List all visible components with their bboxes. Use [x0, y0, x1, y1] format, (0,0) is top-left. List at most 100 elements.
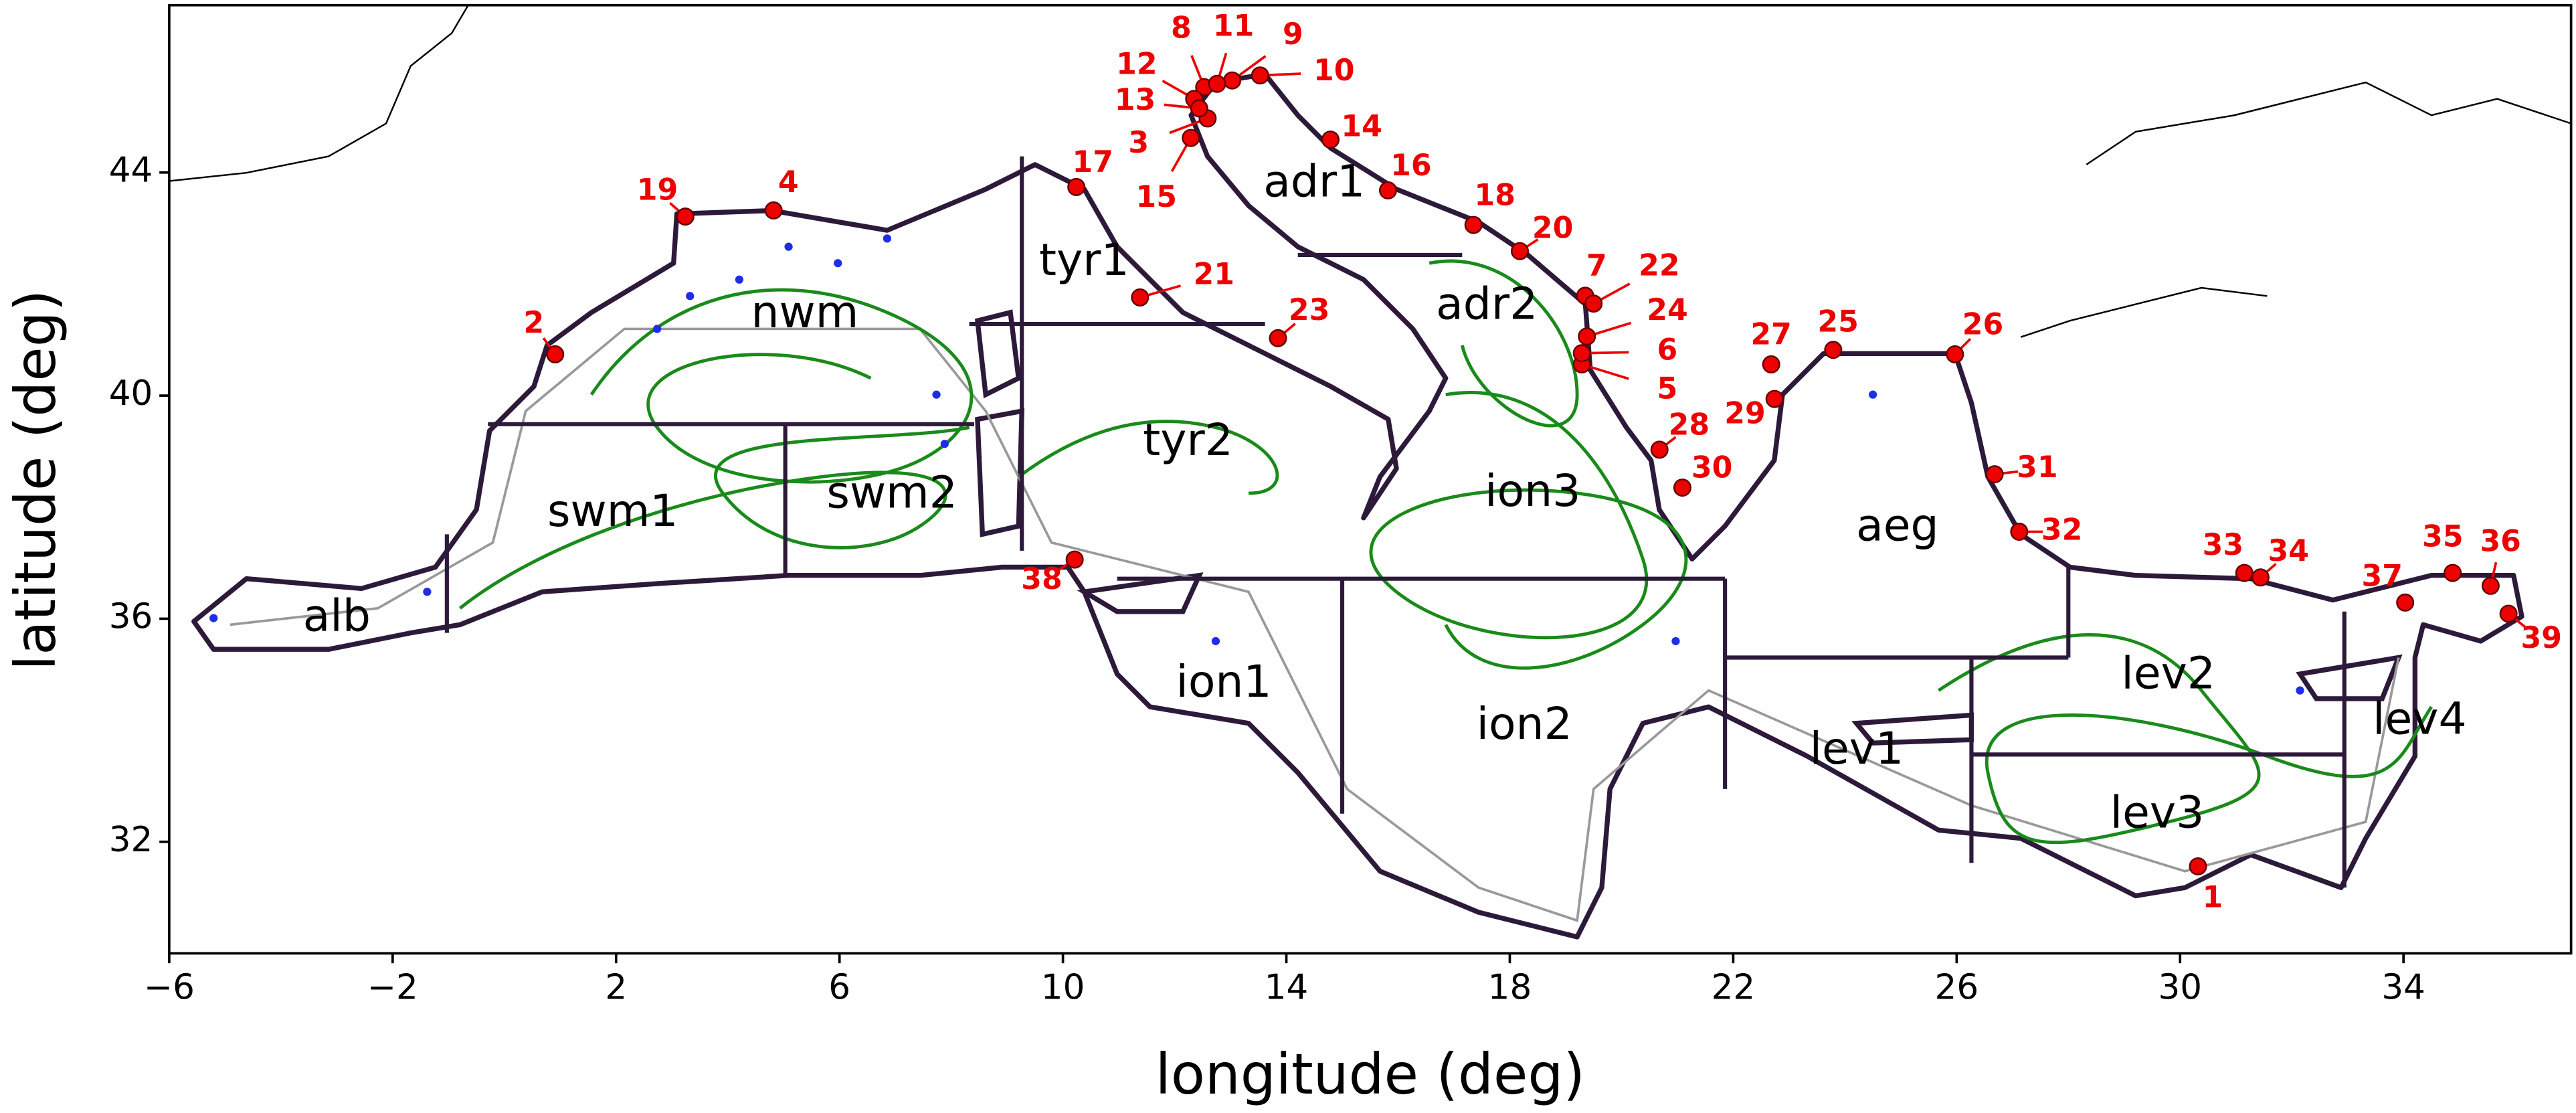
- x-tick-label: −2: [367, 967, 418, 1007]
- drifter-track: [458, 426, 970, 610]
- station-label: 3: [1128, 126, 1149, 160]
- islands: [974, 309, 2403, 746]
- station-label: 6: [1657, 333, 1677, 367]
- region-label: tyr2: [1143, 414, 1233, 466]
- drifter-point: [209, 614, 218, 622]
- coastline-europe-west: [169, 5, 469, 182]
- region-label: swm2: [826, 466, 957, 518]
- drifter-tracks: [458, 259, 2433, 845]
- station-label: 28: [1669, 408, 1710, 442]
- station-label: 5: [1657, 372, 1677, 406]
- basin-boundary: [444, 156, 2347, 888]
- x-tick-label: 6: [828, 967, 850, 1007]
- drifter-point: [784, 242, 793, 251]
- station-label: 37: [2362, 559, 2403, 593]
- station-label: 24: [1647, 293, 1688, 327]
- station-marker: [1584, 294, 1603, 313]
- x-tick-label: 26: [1935, 967, 1979, 1007]
- station-label: 8: [1171, 11, 1192, 45]
- station-marker: [1824, 341, 1843, 359]
- drifter-point: [1868, 390, 1877, 399]
- plot-frame: [168, 3, 2573, 955]
- station-label: 39: [2520, 621, 2562, 655]
- region-label: ion3: [1485, 464, 1580, 517]
- station-label: 4: [778, 165, 799, 199]
- region-label: aeg: [1856, 499, 1938, 551]
- station-label: 1: [2203, 881, 2223, 915]
- x-tick-label: 34: [2381, 967, 2425, 1007]
- station-marker: [1985, 465, 2004, 484]
- isobath: [229, 327, 2400, 922]
- region-label: nwm: [751, 286, 859, 338]
- station-marker: [1378, 181, 1397, 199]
- station-marker: [1464, 216, 1483, 234]
- station-label: 23: [1289, 293, 1329, 327]
- y-axis-label: latitude (deg): [3, 290, 68, 671]
- station-label: 27: [1750, 318, 1791, 352]
- y-tick-label: 32: [109, 820, 153, 860]
- station-marker: [2251, 568, 2270, 587]
- region-label: swm1: [547, 485, 678, 537]
- drifter-point: [653, 325, 662, 333]
- station-marker: [1650, 440, 1669, 459]
- x-axis-label: longitude (deg): [1156, 1042, 1585, 1107]
- x-tick-label: −6: [144, 967, 195, 1007]
- station-label: 38: [1021, 562, 1062, 596]
- station-marker: [1065, 550, 1084, 569]
- station-marker: [2444, 564, 2462, 582]
- station-label: 14: [1341, 109, 1382, 143]
- drifter-point: [1671, 636, 1680, 646]
- drifter-track: [589, 288, 974, 484]
- region-label: lev4: [2373, 693, 2467, 745]
- station-marker: [764, 201, 783, 220]
- station-label: 16: [1390, 149, 1432, 183]
- drifter-point: [932, 390, 941, 399]
- drifter-points: [209, 234, 2304, 695]
- station-marker: [2189, 857, 2207, 875]
- y-tick-label: 44: [109, 151, 153, 191]
- station-marker: [2499, 604, 2518, 623]
- y-tick-label: 36: [109, 596, 153, 636]
- station-label: 22: [1639, 249, 1680, 283]
- station-marker: [2481, 576, 2500, 595]
- station-marker: [1208, 74, 1226, 93]
- coastline-europe-east: [2020, 81, 2572, 338]
- region-label: lev2: [2121, 647, 2215, 699]
- drifter-track: [1369, 391, 1688, 670]
- station-marker: [1510, 242, 1530, 260]
- drifter-point: [883, 234, 892, 243]
- x-tick-label: 14: [1265, 967, 1309, 1007]
- station-marker: [1251, 66, 1269, 85]
- station-marker: [2235, 564, 2253, 582]
- station-marker: [1578, 327, 1596, 346]
- station-label: 29: [1724, 397, 1765, 431]
- drifter-point: [834, 259, 842, 268]
- station-label: 34: [2268, 534, 2309, 568]
- drifter-track: [1937, 633, 2433, 845]
- station-label: 7: [1586, 249, 1607, 283]
- drifter-point: [2296, 686, 2304, 695]
- drifter-track: [1017, 420, 1279, 495]
- station-label: 2: [523, 306, 544, 340]
- station-label: 20: [1532, 211, 1574, 245]
- x-tick-label: 10: [1041, 967, 1085, 1007]
- x-tick-label: 2: [605, 967, 627, 1007]
- station-label: 10: [1313, 54, 1354, 88]
- drifter-track: [1429, 259, 1579, 428]
- station-marker: [1190, 99, 1208, 118]
- station-marker: [1946, 345, 1964, 363]
- drifter-point: [423, 588, 432, 596]
- region-label: tyr1: [1039, 234, 1129, 286]
- station-marker: [1673, 479, 1691, 497]
- station-marker: [1269, 329, 1287, 347]
- x-tick-label: 18: [1488, 967, 1532, 1007]
- station-label: 18: [1474, 178, 1515, 212]
- drifter-point: [1211, 636, 1220, 646]
- station-label: 32: [2041, 513, 2083, 547]
- station-label: 12: [1116, 48, 1157, 82]
- station-marker: [1572, 344, 1591, 363]
- station-marker: [546, 345, 565, 363]
- region-label: adr2: [1436, 278, 1538, 330]
- station-marker: [1762, 355, 1780, 373]
